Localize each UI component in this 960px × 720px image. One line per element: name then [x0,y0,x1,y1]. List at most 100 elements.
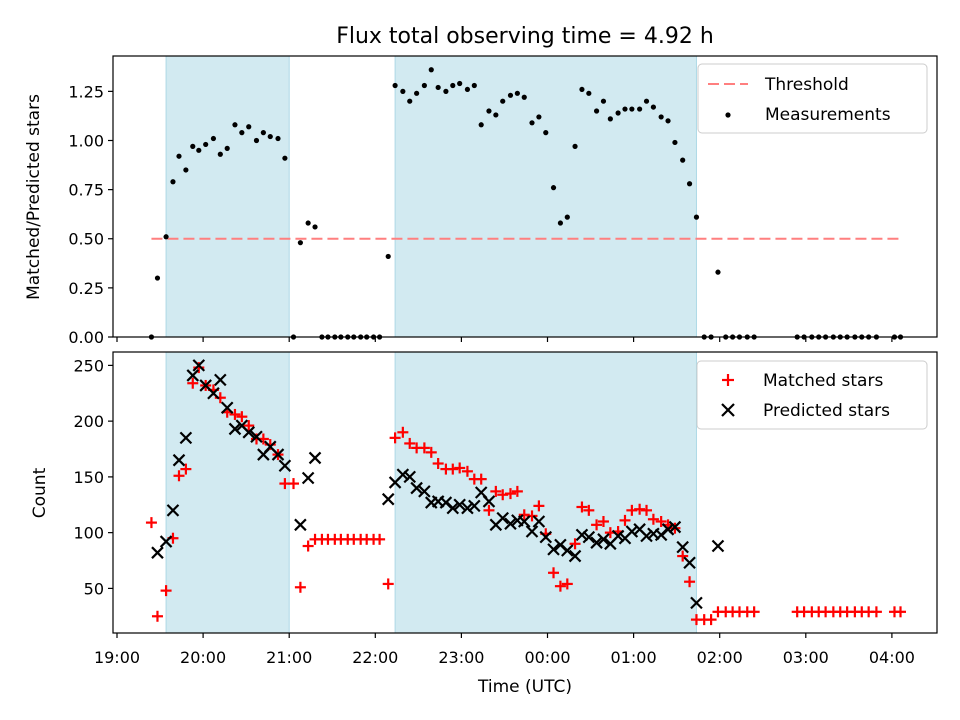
predicted-star-point-24 [396,468,410,481]
predicted-star-point-65 [690,596,703,610]
matched-star-point-52 [511,485,523,497]
predicted-star-point-47 [561,544,574,557]
top-legend-box [697,63,928,134]
measurement-point-17 [267,133,273,140]
matched-star-point-59 [561,578,573,590]
matched-star-point-34 [382,578,394,590]
top-y-tick-label-3: 0.75 [68,181,104,200]
bottom-x-ticks: 19:00 20:00 21:00 22:00 23:00 00:00 01:00 02:00… [94,633,915,667]
bottom-y-tick-label-1: 100 [73,524,104,543]
predicted-star-point-17 [271,448,285,461]
observing-window-top-0 [165,55,290,338]
measurement-point-74 [672,139,678,146]
measurement-point-42 [443,88,449,94]
matched-star-point-72 [655,515,667,527]
measurement-point-49 [493,112,499,118]
top-y-tick-label-5: 1.25 [68,82,104,101]
measurement-point-5 [183,167,189,173]
measurement-point-23 [312,224,318,230]
matched-star-point-5 [180,463,192,475]
x-tick-label-7: 02:00 [697,648,743,667]
predicted-star-point-5 [186,369,200,382]
measurement-point-51 [507,92,514,98]
matched-star-point-55 [533,500,545,512]
matched-star-point-13 [236,411,248,423]
matched-star-point-22 [302,540,314,552]
predicted-star-point-31 [446,501,460,515]
matched-star-point-62 [583,504,595,516]
x-tick-label-0: 19:00 [94,648,140,667]
measurement-point-56 [543,130,549,136]
measurement-point-59 [564,214,570,220]
measurement-point-44 [457,80,463,87]
measurement-point-11 [224,145,230,151]
measurement-point-63 [593,108,600,114]
predicted-star-point-41 [517,515,531,528]
predicted-star-point-14 [250,430,263,444]
predicted-star-point-62 [668,520,682,534]
x-tick-label-3: 22:00 [352,648,398,667]
predicted-star-point-3 [172,453,186,467]
predicted-star-point-9 [214,373,227,387]
measurement-point-7 [196,147,202,153]
matched-star-point-49 [490,485,502,497]
measurement-point-80 [715,269,721,275]
top-x-ticks [116,337,893,342]
matched-star-point-69 [634,503,646,515]
measurement-point-34 [385,253,391,260]
measurement-point-53 [521,94,527,100]
predicted-star-point-10 [220,401,234,415]
matched-star-point-71 [647,513,659,525]
predicted-star-point-34 [468,499,481,513]
predicted-star-point-13 [242,426,256,439]
measurement-point-15 [253,137,260,144]
matched-star-point-35 [389,432,401,444]
measurement-point-60 [572,143,578,149]
matched-star-point-53 [518,509,530,521]
predicted-star-point-6 [192,359,206,372]
predicted-star-point-26 [410,481,423,495]
measurement-point-64 [600,98,607,104]
matched-star-point-61 [576,501,588,513]
legend-threshold-label: Threshold [764,75,849,95]
predicted-star-point-8 [207,386,220,400]
predicted-star-point-22 [381,492,395,506]
measurement-point-62 [586,90,592,96]
measurement-point-75 [680,157,686,163]
predicted-star-point-21 [308,451,322,465]
matched-star-point-99 [895,606,907,618]
measurement-point-48 [486,108,492,114]
measurement-point-1 [154,275,161,281]
measurement-point-73 [665,118,671,124]
matched-star-point-20 [288,478,300,490]
matched-star-point-67 [619,514,631,526]
bottom-legend: Matched stars Predicted stars [696,360,928,430]
legend-measurements-label: Measurements [765,105,891,125]
legend-matched-label: Matched stars [763,371,883,391]
measurement-point-69 [637,106,643,112]
predicted-star-point-63 [676,540,689,554]
measurement-point-43 [450,82,456,89]
predicted-star-point-20 [301,471,315,485]
predicted-star-point-61 [661,523,675,536]
top-y-tick-label-0: 0.00 [68,328,104,347]
top-y-tick-label-4: 1.00 [68,131,104,150]
top-axes-frame [112,55,938,338]
predicted-star-point-4 [179,431,193,445]
chart-title: Flux total observing time = 4.92 h [336,24,714,49]
matched-star-point-43 [447,463,459,475]
matched-star-point-85 [748,606,760,618]
matched-star-point-63 [591,519,603,531]
measurement-point-37 [407,98,413,104]
x-tick-label-2: 21:00 [266,648,312,667]
legend-measurements-swatch [725,112,731,118]
matched-star-point-12 [229,408,241,420]
predicted-star-point-51 [590,536,603,549]
measurement-point-76 [686,181,693,187]
predicted-star-point-64 [683,556,696,570]
matched-star-point-4 [173,470,185,482]
predicted-star-point-0 [151,546,164,559]
x-tick-label-6: 01:00 [611,648,657,667]
measurement-point-3 [170,179,176,185]
bottom-axes-frame [112,351,938,634]
